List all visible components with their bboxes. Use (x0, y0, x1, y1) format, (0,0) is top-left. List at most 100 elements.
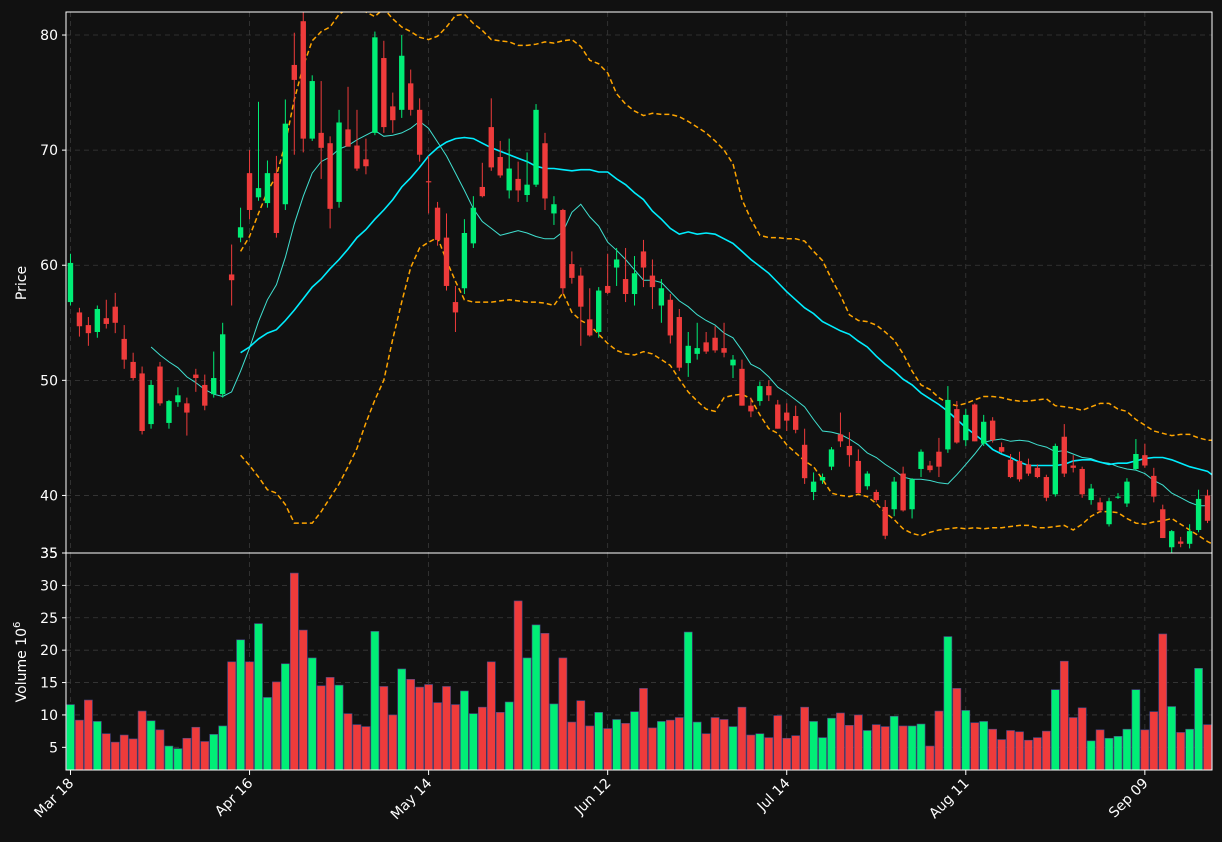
candle-body (981, 421, 987, 444)
volume-bar (1113, 736, 1123, 770)
volume-bar (764, 737, 774, 770)
volume-bar (943, 636, 953, 770)
candle-body (497, 157, 503, 176)
volume-bar (469, 713, 478, 770)
volume-bar (370, 631, 380, 770)
volume-bar (1167, 706, 1177, 770)
volume-bar (254, 623, 263, 770)
volume-bar (1077, 707, 1087, 770)
candle-body (1177, 541, 1184, 544)
candle-body (273, 173, 280, 234)
candle-body (945, 399, 951, 450)
candle-body (703, 342, 709, 352)
volume-bar (460, 690, 469, 770)
volume-bar (522, 657, 532, 770)
volume-bar (1015, 731, 1024, 770)
volume-tick-label: 20 (40, 643, 58, 659)
volume-bar (683, 631, 693, 770)
candle-body (1124, 481, 1130, 504)
candle-body (864, 473, 870, 487)
volume-bar (379, 686, 389, 770)
volume-bar (101, 733, 111, 770)
candle-body (139, 373, 145, 431)
candle-body (452, 302, 459, 313)
candle-body (1052, 445, 1059, 495)
candle-body (470, 207, 477, 244)
volume-panel: 5 10 15 20 25 30 35 (40, 546, 1213, 771)
candle-body (193, 374, 199, 379)
volume-bar (173, 748, 183, 770)
candle-body (882, 506, 888, 536)
volume-bar (585, 725, 595, 770)
volume-bar (227, 661, 236, 770)
candle-body (112, 306, 118, 323)
volume-bar (746, 734, 756, 770)
candle-body (282, 123, 289, 205)
candle-body (488, 127, 494, 168)
candle-body (649, 275, 656, 288)
volume-tick-label: 15 (40, 676, 58, 692)
volume-bar (871, 724, 881, 770)
volume-bar (773, 715, 783, 770)
volume-bar (710, 717, 720, 770)
candles (67, 12, 1211, 553)
candle-body (1115, 496, 1121, 498)
volume-bar (889, 715, 899, 770)
candle-body (712, 337, 718, 351)
volume-bar (272, 681, 281, 770)
candle-body (542, 143, 548, 199)
price-panel: 40 50 60 70 80 35 (40, 11, 1213, 562)
volume-bar (621, 723, 630, 770)
candle-body (103, 318, 109, 324)
volume-bar (1024, 739, 1033, 770)
volume-bar (1194, 668, 1203, 770)
candle-body (211, 378, 217, 395)
volume-bars (66, 572, 1212, 770)
volume-bar (800, 706, 809, 770)
candle-body (604, 285, 611, 293)
candle-body (175, 395, 181, 403)
candle-body (246, 173, 253, 210)
candle-body (1043, 477, 1050, 498)
candle-body (1169, 531, 1175, 548)
candle-body (434, 207, 441, 240)
candle-body (85, 325, 92, 334)
volume-bar (1158, 633, 1168, 770)
volume-bar (1104, 737, 1114, 770)
volume-bar (603, 728, 612, 770)
candle-body (76, 312, 83, 327)
volume-bar (209, 734, 219, 770)
volume-bar (1086, 740, 1096, 770)
candle-body (228, 274, 235, 281)
price-tick-label: 40 (40, 488, 58, 504)
price-tick-label: 50 (40, 373, 58, 389)
volume-bar (486, 661, 496, 770)
volume-bar (424, 684, 433, 770)
volume-bar (1042, 730, 1051, 770)
candle-body (909, 479, 915, 510)
volume-bar (200, 741, 210, 770)
volume-bar (191, 726, 201, 770)
volume-bar (182, 737, 192, 770)
volume-bar (782, 737, 792, 770)
candle-body (506, 168, 512, 191)
candle-body (792, 416, 799, 430)
volume-bar (442, 686, 451, 770)
volume-bar (325, 677, 335, 770)
volume-bar (531, 624, 541, 770)
volume-bar (289, 572, 299, 770)
candle-body (443, 237, 450, 286)
candle-body (775, 404, 781, 429)
candle-body (998, 447, 1005, 452)
candle-body (416, 109, 423, 155)
volume-bar (504, 701, 514, 770)
volume-bar (352, 724, 362, 770)
candle-body (801, 444, 808, 479)
volume-axis-label-base: Volume 10 (14, 628, 30, 702)
candle-body (219, 334, 226, 395)
volume-bar (594, 712, 604, 770)
candle-body (255, 188, 262, 198)
volume-bar (415, 686, 424, 770)
volume-bar (433, 702, 442, 770)
candle-body (694, 348, 700, 354)
